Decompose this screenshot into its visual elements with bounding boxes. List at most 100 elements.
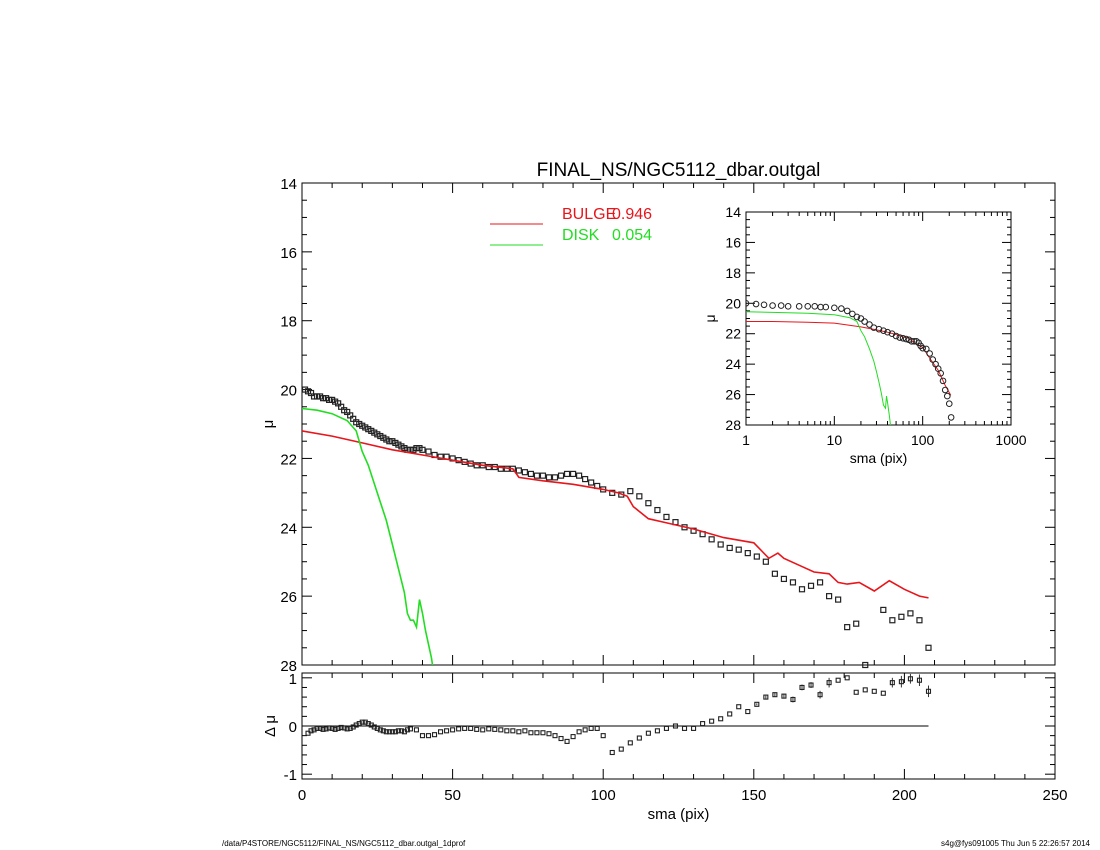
inset-y-tick-label: 26 — [725, 387, 741, 403]
inset-y-tick-label: 20 — [725, 295, 741, 311]
residual-point — [335, 725, 341, 731]
inset-data-point — [939, 377, 947, 385]
residual-point — [588, 725, 594, 731]
residual-point — [576, 729, 582, 735]
residual-point — [754, 701, 760, 707]
inset-log-panel: 14 16 18 20 22 24 26 281 10 100 1000 sma (pix) μ — [702, 204, 1027, 466]
main-data-point — [789, 579, 797, 586]
main-data-point — [627, 488, 634, 495]
main-data-point — [726, 544, 733, 552]
main-data-point — [807, 582, 815, 589]
main-data-point — [551, 474, 559, 481]
main-data-point — [708, 536, 715, 543]
residual-point — [618, 746, 624, 752]
main-data-point — [663, 513, 670, 521]
inset-y-tick-label: 28 — [725, 417, 741, 433]
inset-data-point — [910, 338, 918, 345]
residual-y-axis-label: Δ μ — [262, 715, 279, 737]
residual-point — [681, 725, 688, 731]
residual-point — [522, 728, 528, 734]
residual-point — [438, 729, 444, 735]
main-data-point — [582, 475, 589, 483]
main-data-point — [576, 472, 583, 479]
inset-data-point — [769, 302, 776, 309]
residual-y-tick-label: -1 — [284, 767, 297, 784]
inset-data-point — [941, 386, 949, 394]
main-y-tick-label: 28 — [280, 658, 297, 675]
residual-point — [736, 704, 742, 710]
residual-point — [317, 725, 323, 731]
residual-point — [552, 733, 558, 739]
main-data-point — [497, 465, 504, 472]
residual-point — [407, 726, 413, 732]
x-tick-label: 150 — [741, 787, 766, 804]
residual-point — [374, 725, 380, 731]
inset-x-tick-label: 1000 — [995, 432, 1026, 448]
inset-x-axis-label: sma (pix) — [850, 450, 908, 466]
residual-point — [781, 693, 787, 699]
residual-point — [826, 680, 832, 686]
x-tick-label: 0 — [298, 787, 306, 804]
residual-point — [425, 733, 432, 739]
main-data-point — [425, 448, 432, 455]
inset-data-point — [866, 321, 873, 328]
residual-point — [504, 728, 510, 734]
residual-point — [880, 690, 886, 696]
inset-bulge-line — [746, 321, 952, 396]
residual-point — [862, 687, 868, 693]
legend-label-bulge: BULGE — [562, 206, 616, 223]
main-data-point — [645, 500, 652, 507]
main-data-point — [844, 624, 851, 631]
residual-point — [528, 730, 534, 736]
residual-point — [540, 730, 546, 736]
residual-y-tick-label: 0 — [289, 719, 297, 736]
x-tick-label: 100 — [591, 787, 616, 804]
main-data-point — [907, 610, 914, 617]
inset-data-point — [926, 350, 933, 357]
residual-point — [395, 728, 401, 734]
residual-point — [341, 725, 347, 731]
residual-point — [480, 727, 486, 733]
inset-y-tick-label: 14 — [725, 204, 741, 220]
residual-y-tick-label: 1 — [289, 671, 297, 688]
residual-point — [808, 682, 814, 688]
main-data-point — [654, 506, 661, 514]
footer-timestamp: s4g@fys091005 Thu Jun 5 22:26:57 2014 — [941, 839, 1090, 848]
residual-point — [329, 725, 335, 731]
inset-y-tick-label: 24 — [725, 356, 741, 372]
legend-value-disk: 0.054 — [612, 227, 652, 244]
residual-point — [790, 696, 796, 703]
residual-point — [609, 749, 615, 756]
main-y-tick-label: 26 — [280, 589, 297, 606]
main-data-point — [735, 546, 742, 553]
residual-point — [492, 726, 498, 732]
main-y-tick-label: 18 — [280, 314, 297, 331]
residual-point — [462, 725, 468, 731]
residual-point — [377, 727, 383, 733]
residual-point — [326, 725, 332, 731]
main-profile-panel: 14 16 18 20 22 24 26 28 FINAL_NS/NGC5112_dbar.ou… — [260, 160, 1056, 675]
residual-point — [398, 728, 404, 734]
main-data-point — [521, 469, 528, 476]
legend-label-disk: DISK — [562, 227, 600, 244]
inset-data-point — [875, 325, 883, 333]
inset-data-point — [861, 318, 868, 325]
residual-point — [570, 734, 576, 740]
residual-point — [323, 726, 329, 732]
main-data-point — [545, 474, 553, 481]
inset-data-point — [849, 310, 856, 318]
main-data-point — [515, 467, 522, 474]
residual-point — [456, 726, 462, 732]
residual-point — [419, 733, 426, 739]
main-data-point — [925, 644, 932, 651]
residual-point — [925, 688, 932, 694]
residual-point — [654, 728, 660, 734]
inset-data-point — [919, 344, 926, 352]
main-y-tick-label: 14 — [280, 176, 297, 193]
residual-point — [898, 679, 904, 685]
main-data-point — [898, 613, 905, 620]
residual-point — [308, 728, 314, 734]
main-disk-line — [302, 407, 434, 665]
